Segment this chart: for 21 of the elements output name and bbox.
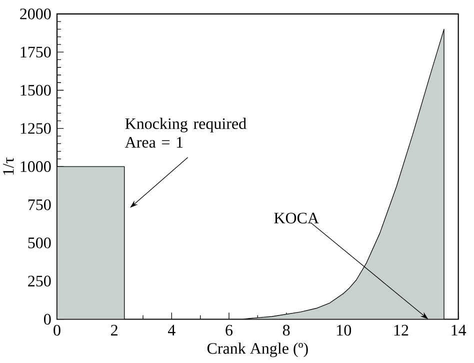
- y-tick-label: 500: [28, 238, 51, 248]
- x-tick-label: 10: [337, 324, 352, 336]
- x-tick-label: 12: [394, 324, 408, 336]
- y-tick-label: 0: [44, 314, 51, 325]
- y-tick-label: 1750: [20, 46, 51, 58]
- annotation: KOCA: [274, 212, 319, 224]
- y-tick-label: 1250: [20, 123, 51, 134]
- x-axis-title: Crank Angle (º): [207, 342, 308, 358]
- y-axis-title: 1/τ: [3, 157, 14, 175]
- x-tick-label: 2: [111, 324, 118, 336]
- x-tick-label: 0: [54, 324, 60, 336]
- y-tick-label: 1000: [20, 161, 51, 172]
- x-tick-label: 8: [282, 324, 290, 336]
- y-tick-label: 1500: [20, 84, 51, 96]
- y-tick-label: 2000: [20, 8, 51, 20]
- x-tick-label: 6: [226, 324, 233, 336]
- annotation: Knocking required Area = 1: [124, 118, 246, 148]
- y-tick-label: 250: [28, 276, 51, 286]
- y-tick-label: 750: [28, 199, 51, 210]
- x-tick-label: 4: [168, 324, 176, 336]
- x-tick-label: 14: [452, 324, 466, 336]
